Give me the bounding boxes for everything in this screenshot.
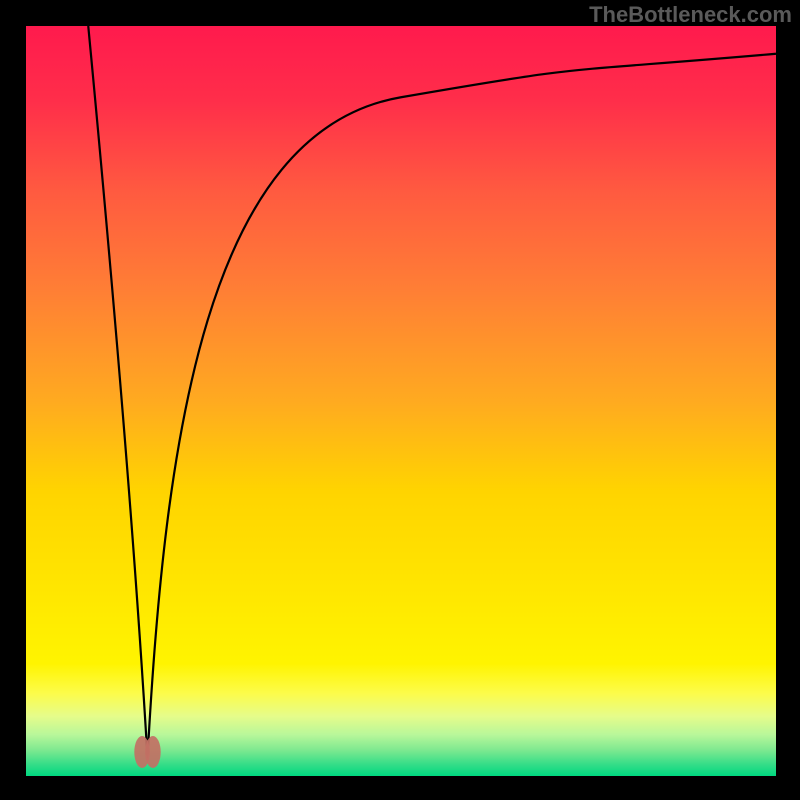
curve-right-branch (148, 54, 777, 758)
curve-layer (26, 26, 776, 776)
curve-left-branch (88, 26, 147, 758)
watermark-text: TheBottleneck.com (589, 2, 792, 28)
plot-area (26, 26, 776, 776)
cusp-marker (134, 736, 160, 768)
figure-container: TheBottleneck.com (0, 0, 800, 800)
